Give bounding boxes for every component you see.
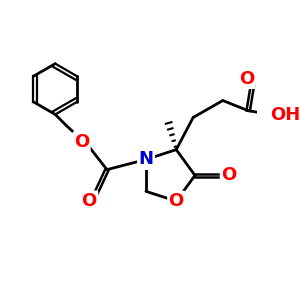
- Text: O: O: [74, 133, 89, 151]
- Text: O: O: [239, 70, 254, 88]
- Text: N: N: [138, 151, 153, 169]
- Text: O: O: [169, 192, 184, 210]
- Text: OH: OH: [270, 106, 300, 124]
- Text: O: O: [221, 167, 236, 184]
- Text: O: O: [82, 192, 97, 210]
